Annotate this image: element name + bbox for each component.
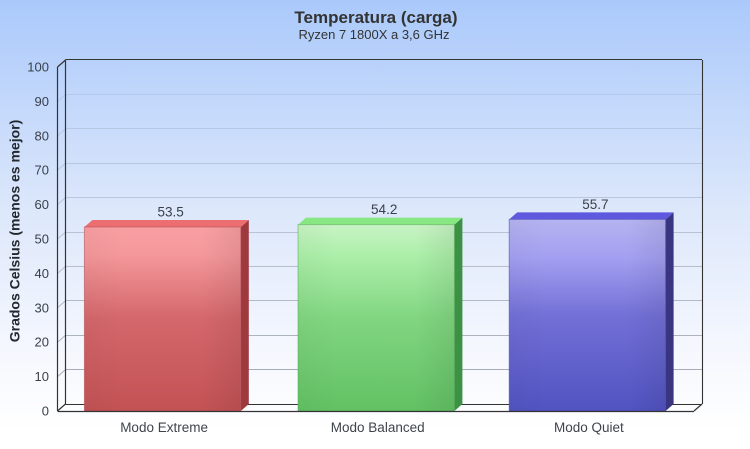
svg-text:60: 60 (35, 197, 49, 212)
svg-text:50: 50 (35, 232, 49, 247)
svg-text:Modo Balanced: Modo Balanced (331, 420, 425, 435)
svg-text:Temperatura (carga): Temperatura (carga) (294, 8, 457, 27)
svg-text:40: 40 (35, 266, 49, 281)
svg-text:53.5: 53.5 (157, 205, 183, 220)
svg-text:70: 70 (35, 163, 49, 178)
svg-text:30: 30 (35, 300, 49, 315)
svg-text:55.7: 55.7 (582, 197, 608, 212)
svg-text:10: 10 (35, 369, 49, 384)
svg-text:0: 0 (42, 404, 49, 419)
svg-text:20: 20 (35, 335, 49, 350)
svg-text:Modo Extreme: Modo Extreme (120, 420, 208, 435)
svg-text:80: 80 (35, 128, 49, 143)
svg-text:90: 90 (35, 94, 49, 109)
svg-text:Ryzen 7 1800X a 3,6 GHz: Ryzen 7 1800X a 3,6 GHz (298, 27, 449, 42)
svg-text:Grados Celsius (menos es mejor: Grados Celsius (menos es mejor) (7, 120, 23, 343)
svg-text:Modo Quiet: Modo Quiet (554, 420, 624, 435)
svg-text:54.2: 54.2 (371, 202, 397, 217)
svg-text:100: 100 (27, 60, 49, 75)
